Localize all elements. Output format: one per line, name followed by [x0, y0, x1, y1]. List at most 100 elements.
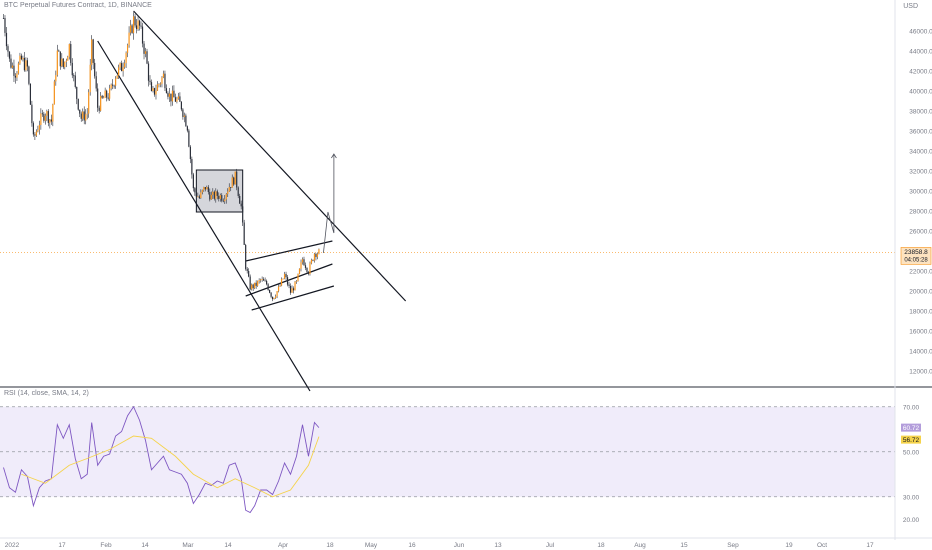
candle-up	[176, 98, 178, 102]
candle-up	[64, 61, 66, 68]
candle-down	[306, 267, 308, 272]
candle-up	[201, 190, 203, 193]
candle-down	[189, 146, 191, 160]
candle-down	[233, 177, 235, 185]
candle-up	[65, 60, 67, 62]
time-tick-label: 14	[224, 542, 232, 549]
candle-down	[141, 26, 144, 44]
time-tick-label: 18	[597, 542, 605, 549]
rsi-sma-line	[21, 435, 320, 498]
candle-down	[271, 296, 274, 300]
candle-down	[34, 134, 36, 136]
candle-up	[295, 280, 298, 282]
candle-up	[254, 282, 256, 289]
candle-up	[125, 52, 127, 64]
candle-down	[216, 191, 218, 196]
candle-up	[88, 92, 90, 114]
time-tick-label: 13	[494, 542, 502, 549]
candle-up	[86, 113, 88, 115]
price-tick-label: 22000.0	[909, 269, 932, 276]
candle-up	[276, 291, 278, 297]
candle-down	[121, 63, 123, 72]
candle-down	[7, 46, 9, 52]
time-tick-label: Jun	[454, 542, 465, 549]
time-tick-label: 2022	[5, 542, 20, 549]
projection-path	[323, 154, 335, 254]
candle-down	[186, 126, 188, 131]
candle-up	[298, 268, 301, 274]
time-tick-label: May	[365, 542, 378, 549]
candle-up	[82, 111, 84, 119]
candle-down	[76, 86, 78, 99]
candle-up	[52, 104, 54, 122]
candle-up	[116, 75, 118, 79]
rsi-header[interactable]: RSI (14, close, SMA, 14, 2)	[4, 390, 89, 397]
candle-down	[138, 20, 141, 26]
candle-up	[38, 124, 40, 130]
rsi-band	[0, 386, 932, 498]
candle-up	[56, 50, 58, 76]
candle-up	[251, 284, 253, 290]
candle-down	[23, 57, 26, 71]
candle-up	[318, 249, 320, 254]
candle-up	[22, 57, 24, 60]
candle-up	[68, 44, 70, 57]
candle-up	[144, 51, 147, 54]
rsi-tick-label: 30.00	[903, 494, 920, 501]
candle-down	[180, 101, 182, 110]
candle-down	[218, 195, 220, 199]
candle-down	[58, 50, 60, 52]
time-tick-label: Sep	[727, 542, 739, 549]
candle-down	[167, 93, 169, 97]
candle-down	[198, 196, 200, 199]
candle-down	[188, 130, 190, 147]
candle-down	[221, 195, 223, 201]
candle-down	[140, 25, 142, 27]
candle-down	[134, 16, 136, 26]
candle-down	[270, 292, 272, 297]
trendline	[97, 40, 311, 392]
candle-up	[219, 195, 221, 199]
candle-down	[237, 187, 239, 196]
candle-down	[131, 25, 133, 33]
candle-up	[280, 279, 283, 286]
candle-down	[230, 187, 232, 188]
candle-down	[106, 90, 108, 98]
candle-down	[5, 32, 8, 47]
candle-up	[115, 78, 117, 86]
candle-up	[132, 16, 135, 33]
candle-up	[228, 187, 230, 192]
price-tick-label: 46000.0	[909, 29, 932, 36]
candle-down	[289, 285, 292, 293]
symbol-header[interactable]: BTC Perpetual Futures Contract, 1D, BINA…	[4, 2, 152, 9]
candle-up	[49, 119, 51, 123]
candle-down	[185, 115, 187, 127]
price-tick-label: 44000.0	[909, 49, 932, 56]
candle-up	[310, 259, 313, 264]
candle-up	[282, 278, 284, 280]
candle-down	[246, 268, 248, 272]
candle-down	[150, 82, 153, 91]
candle-down	[98, 107, 100, 111]
candle-up	[11, 65, 14, 68]
candle-up	[309, 263, 311, 274]
time-tick-label: Apr	[278, 542, 289, 549]
rsi-sma-value: 56.72	[903, 437, 920, 444]
trendline	[245, 263, 333, 297]
rsi-tick-label: 70.00	[903, 404, 920, 411]
annotations	[0, 10, 895, 392]
candle-down	[79, 109, 81, 114]
candle-up	[260, 279, 262, 281]
candle-up	[53, 81, 55, 105]
candle-down	[191, 159, 193, 175]
candle-down	[255, 282, 257, 286]
candle-down	[286, 277, 289, 285]
candle-down	[62, 58, 64, 68]
price-tick-label: 18000.0	[909, 309, 932, 316]
candle-up	[37, 129, 39, 132]
candle-down	[173, 90, 175, 98]
time-tick-label: 17	[58, 542, 66, 549]
candle-up	[122, 67, 124, 72]
candle-down	[97, 88, 99, 108]
